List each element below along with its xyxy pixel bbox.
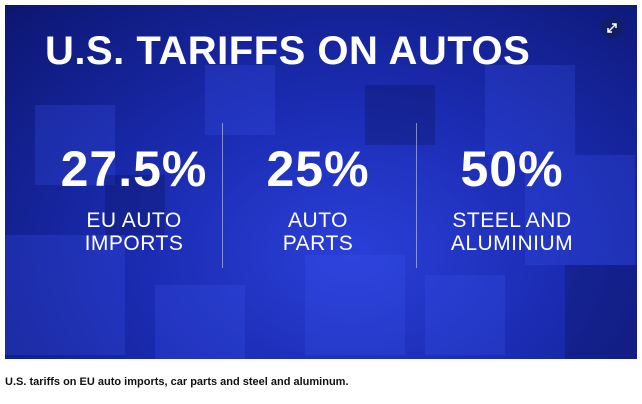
- spacer: [29, 197, 239, 209]
- stat-value: 50%: [460, 141, 564, 197]
- stat: 25% AUTO PARTS: [213, 141, 423, 255]
- stat-label: STEEL AND: [452, 209, 572, 232]
- infographic: U.S. TARIFFS ON AUTOS 27.5% EU AUTO IMPORT…: [5, 5, 637, 359]
- stat-value: 25%: [266, 141, 370, 197]
- expand-button[interactable]: [601, 17, 623, 39]
- title: U.S. TARIFFS ON AUTOS: [45, 29, 531, 73]
- stat-label: AUTO: [288, 209, 348, 232]
- stat: 50% STEEL AND ALUMINIUM: [407, 141, 617, 255]
- stat-label: ALUMINIUM: [450, 232, 574, 255]
- caption: U.S. tariffs on EU auto imports, car par…: [5, 376, 349, 388]
- expand-icon: [607, 23, 617, 33]
- divider: [416, 123, 417, 268]
- stat-label: PARTS: [282, 232, 354, 255]
- stat-label: IMPORTS: [84, 232, 184, 255]
- stat-value: 27.5%: [60, 141, 208, 197]
- spacer: [213, 197, 423, 209]
- cube-pattern: [5, 65, 637, 359]
- stat: 27.5% EU AUTO IMPORTS: [29, 141, 239, 255]
- divider: [222, 123, 223, 268]
- spacer: [407, 197, 617, 209]
- stat-label: EU AUTO: [86, 209, 182, 232]
